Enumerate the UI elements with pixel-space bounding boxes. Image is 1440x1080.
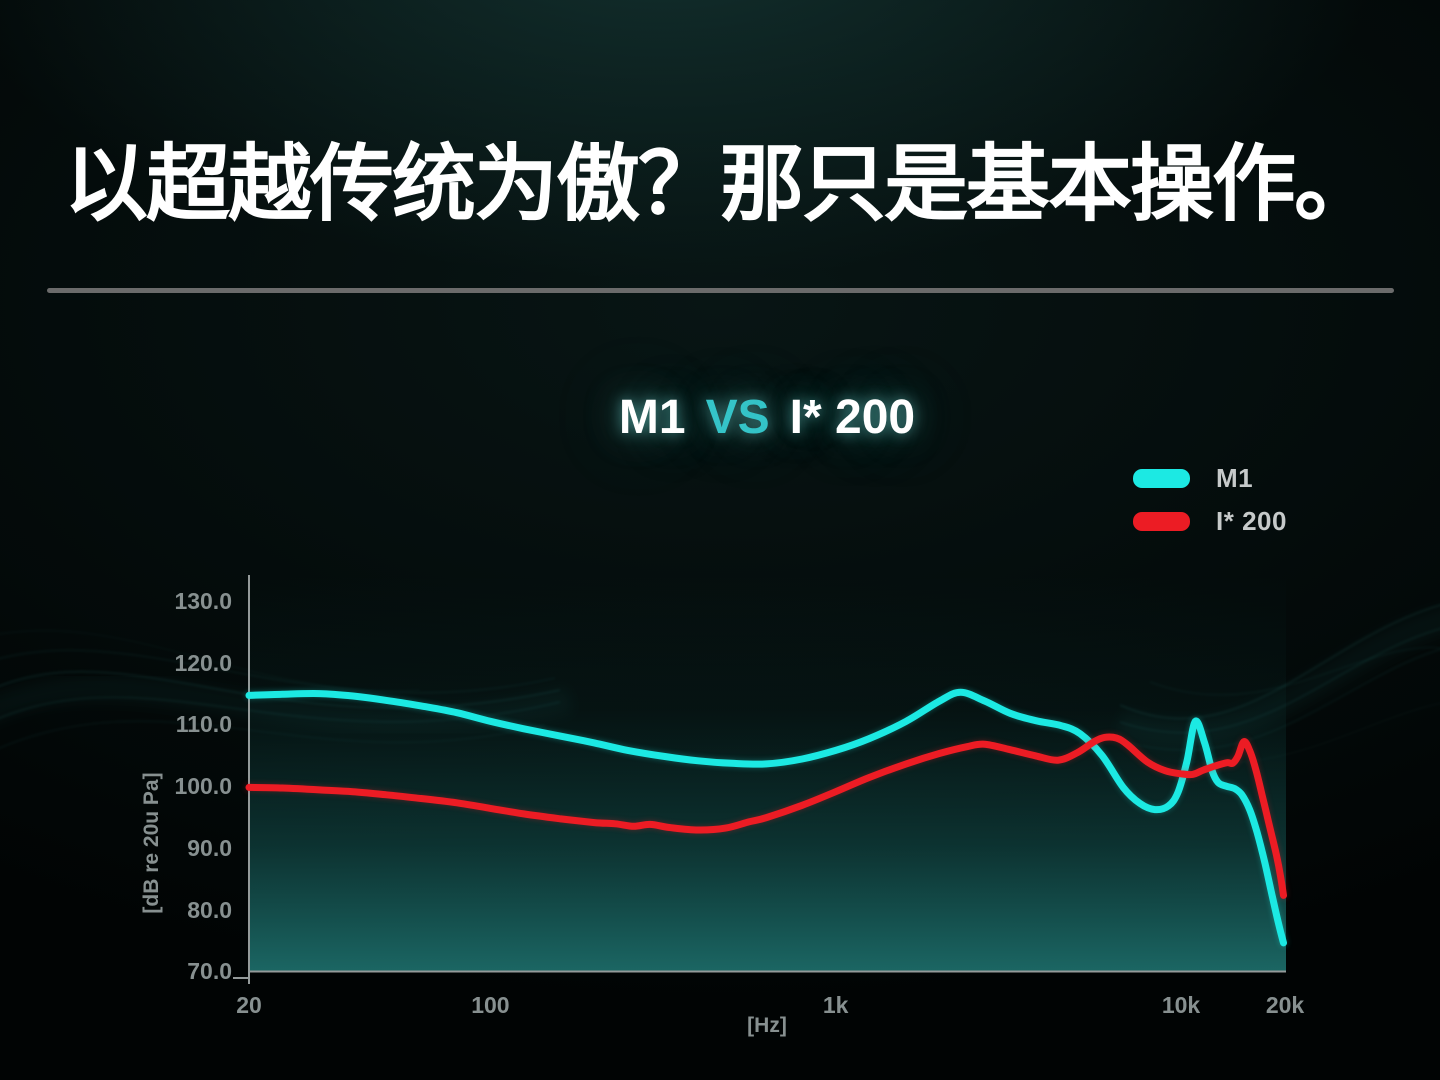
y-tick-label: 120.0 xyxy=(174,649,232,676)
legend: M1 I* 200 xyxy=(1133,463,1287,536)
x-tick-label: 100 xyxy=(471,992,510,1018)
x-tick-label: 20 xyxy=(236,992,262,1018)
y-tick-label: 130.0 xyxy=(174,588,232,614)
chart-title: M1 VS I* 200 xyxy=(47,391,1440,445)
legend-item-i200: I* 200 xyxy=(1133,506,1287,536)
legend-label-m1: M1 xyxy=(1216,463,1254,493)
chart-title-vs: VS xyxy=(705,391,770,444)
divider-line xyxy=(47,288,1394,293)
y-axis-title: [dB re 20u Pa] xyxy=(140,772,163,914)
chart-title-right: I* 200 xyxy=(789,391,916,444)
series-line-i200 xyxy=(245,733,1287,899)
legend-label-i200: I* 200 xyxy=(1216,506,1287,536)
x-tick-label: 20k xyxy=(1265,992,1305,1018)
x-axis-title: [Hz] xyxy=(747,1014,787,1037)
legend-swatch-m1 xyxy=(1133,469,1190,488)
legend-swatch-i200 xyxy=(1133,512,1190,531)
series-group xyxy=(245,688,1287,947)
x-tick-label: 10k xyxy=(1161,992,1201,1018)
plot-area-fill xyxy=(249,575,1286,971)
y-tick-label: 110.0 xyxy=(175,711,232,738)
y-tick-label: 70.0 xyxy=(187,958,232,985)
y-tick-label: 90.0 xyxy=(187,834,232,861)
legend-item-m1: M1 xyxy=(1133,463,1287,493)
y-tick-label: 80.0 xyxy=(187,896,232,923)
page-title: 以超越传统为傲？那只是基本操作。 xyxy=(63,137,1378,231)
chart-title-left: M1 xyxy=(618,391,686,444)
series-line-m1 xyxy=(245,688,1287,947)
y-tick-label: 100.0 xyxy=(174,773,232,800)
x-tick-label: 1k xyxy=(822,992,849,1018)
